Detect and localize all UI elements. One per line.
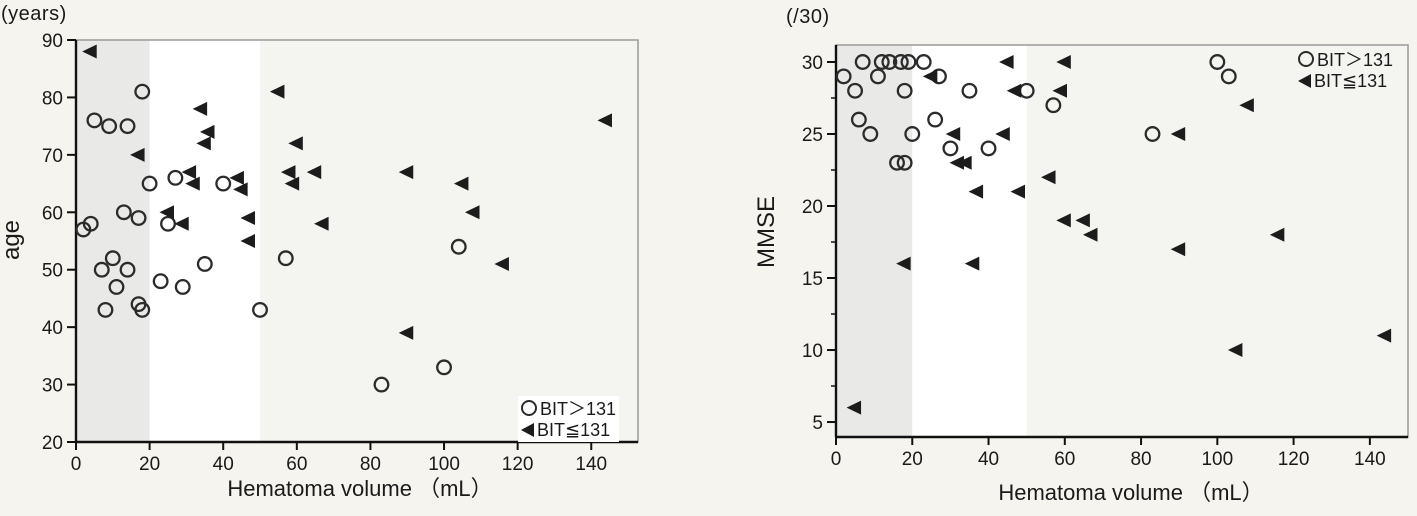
triangle-marker-icon [521,423,534,437]
svg-text:100: 100 [1201,449,1233,470]
left-chart-legend: BIT＞131 BIT≦131 [518,396,620,442]
right-chart-unit-label: (/30) [786,6,830,28]
svg-text:120: 120 [502,454,534,475]
svg-text:20: 20 [802,197,823,218]
svg-text:90: 90 [42,31,63,52]
right-chart-legend: BIT＞131 BIT≦131 [1298,48,1393,92]
left-chart-y-axis-label: age [0,219,25,261]
legend-item-bit-high: BIT＞131 [521,397,616,419]
legend-item-bit-low: BIT≦131 [521,419,616,441]
svg-text:25: 25 [802,125,823,146]
legend-label: BIT＞131 [540,399,617,419]
svg-text:40: 40 [978,449,999,470]
svg-text:80: 80 [360,454,381,475]
svg-text:40: 40 [42,318,63,339]
legend-item-bit-low: BIT≦131 [1298,70,1393,92]
svg-text:80: 80 [1130,449,1151,470]
svg-text:30: 30 [42,376,63,397]
legend-label: BIT≦131 [1314,70,1388,91]
svg-text:50: 50 [42,261,63,282]
svg-text:20: 20 [42,433,63,454]
right-chart-x-axis-label: Hematoma volume （mL） [998,480,1264,505]
left-chart-unit-label: (years) [1,3,67,25]
svg-text:70: 70 [42,146,63,167]
legend-label: BIT＞131 [1317,50,1394,70]
svg-text:20: 20 [902,449,923,470]
svg-text:120: 120 [1278,449,1310,470]
svg-text:60: 60 [42,203,63,224]
svg-text:10: 10 [802,341,823,362]
svg-text:5: 5 [812,413,823,434]
svg-text:15: 15 [802,269,823,290]
circle-marker-icon [521,400,537,416]
circle-marker-icon [1298,51,1314,67]
svg-text:20: 20 [139,454,160,475]
svg-text:40: 40 [213,454,234,475]
triangle-marker-icon [1298,74,1311,88]
svg-text:0: 0 [71,454,82,475]
svg-text:30: 30 [802,53,823,74]
svg-text:60: 60 [286,454,307,475]
svg-text:0: 0 [831,449,842,470]
right-chart-y-axis-label: MMSE [753,196,780,268]
svg-text:140: 140 [1354,449,1386,470]
svg-text:80: 80 [42,88,63,109]
left-chart-x-axis-label: Hematoma volume （mL） [227,476,493,501]
svg-text:60: 60 [1054,449,1075,470]
svg-text:140: 140 [575,454,607,475]
svg-text:100: 100 [428,454,460,475]
legend-item-bit-high: BIT＞131 [1298,48,1393,70]
legend-label: BIT≦131 [537,419,611,440]
